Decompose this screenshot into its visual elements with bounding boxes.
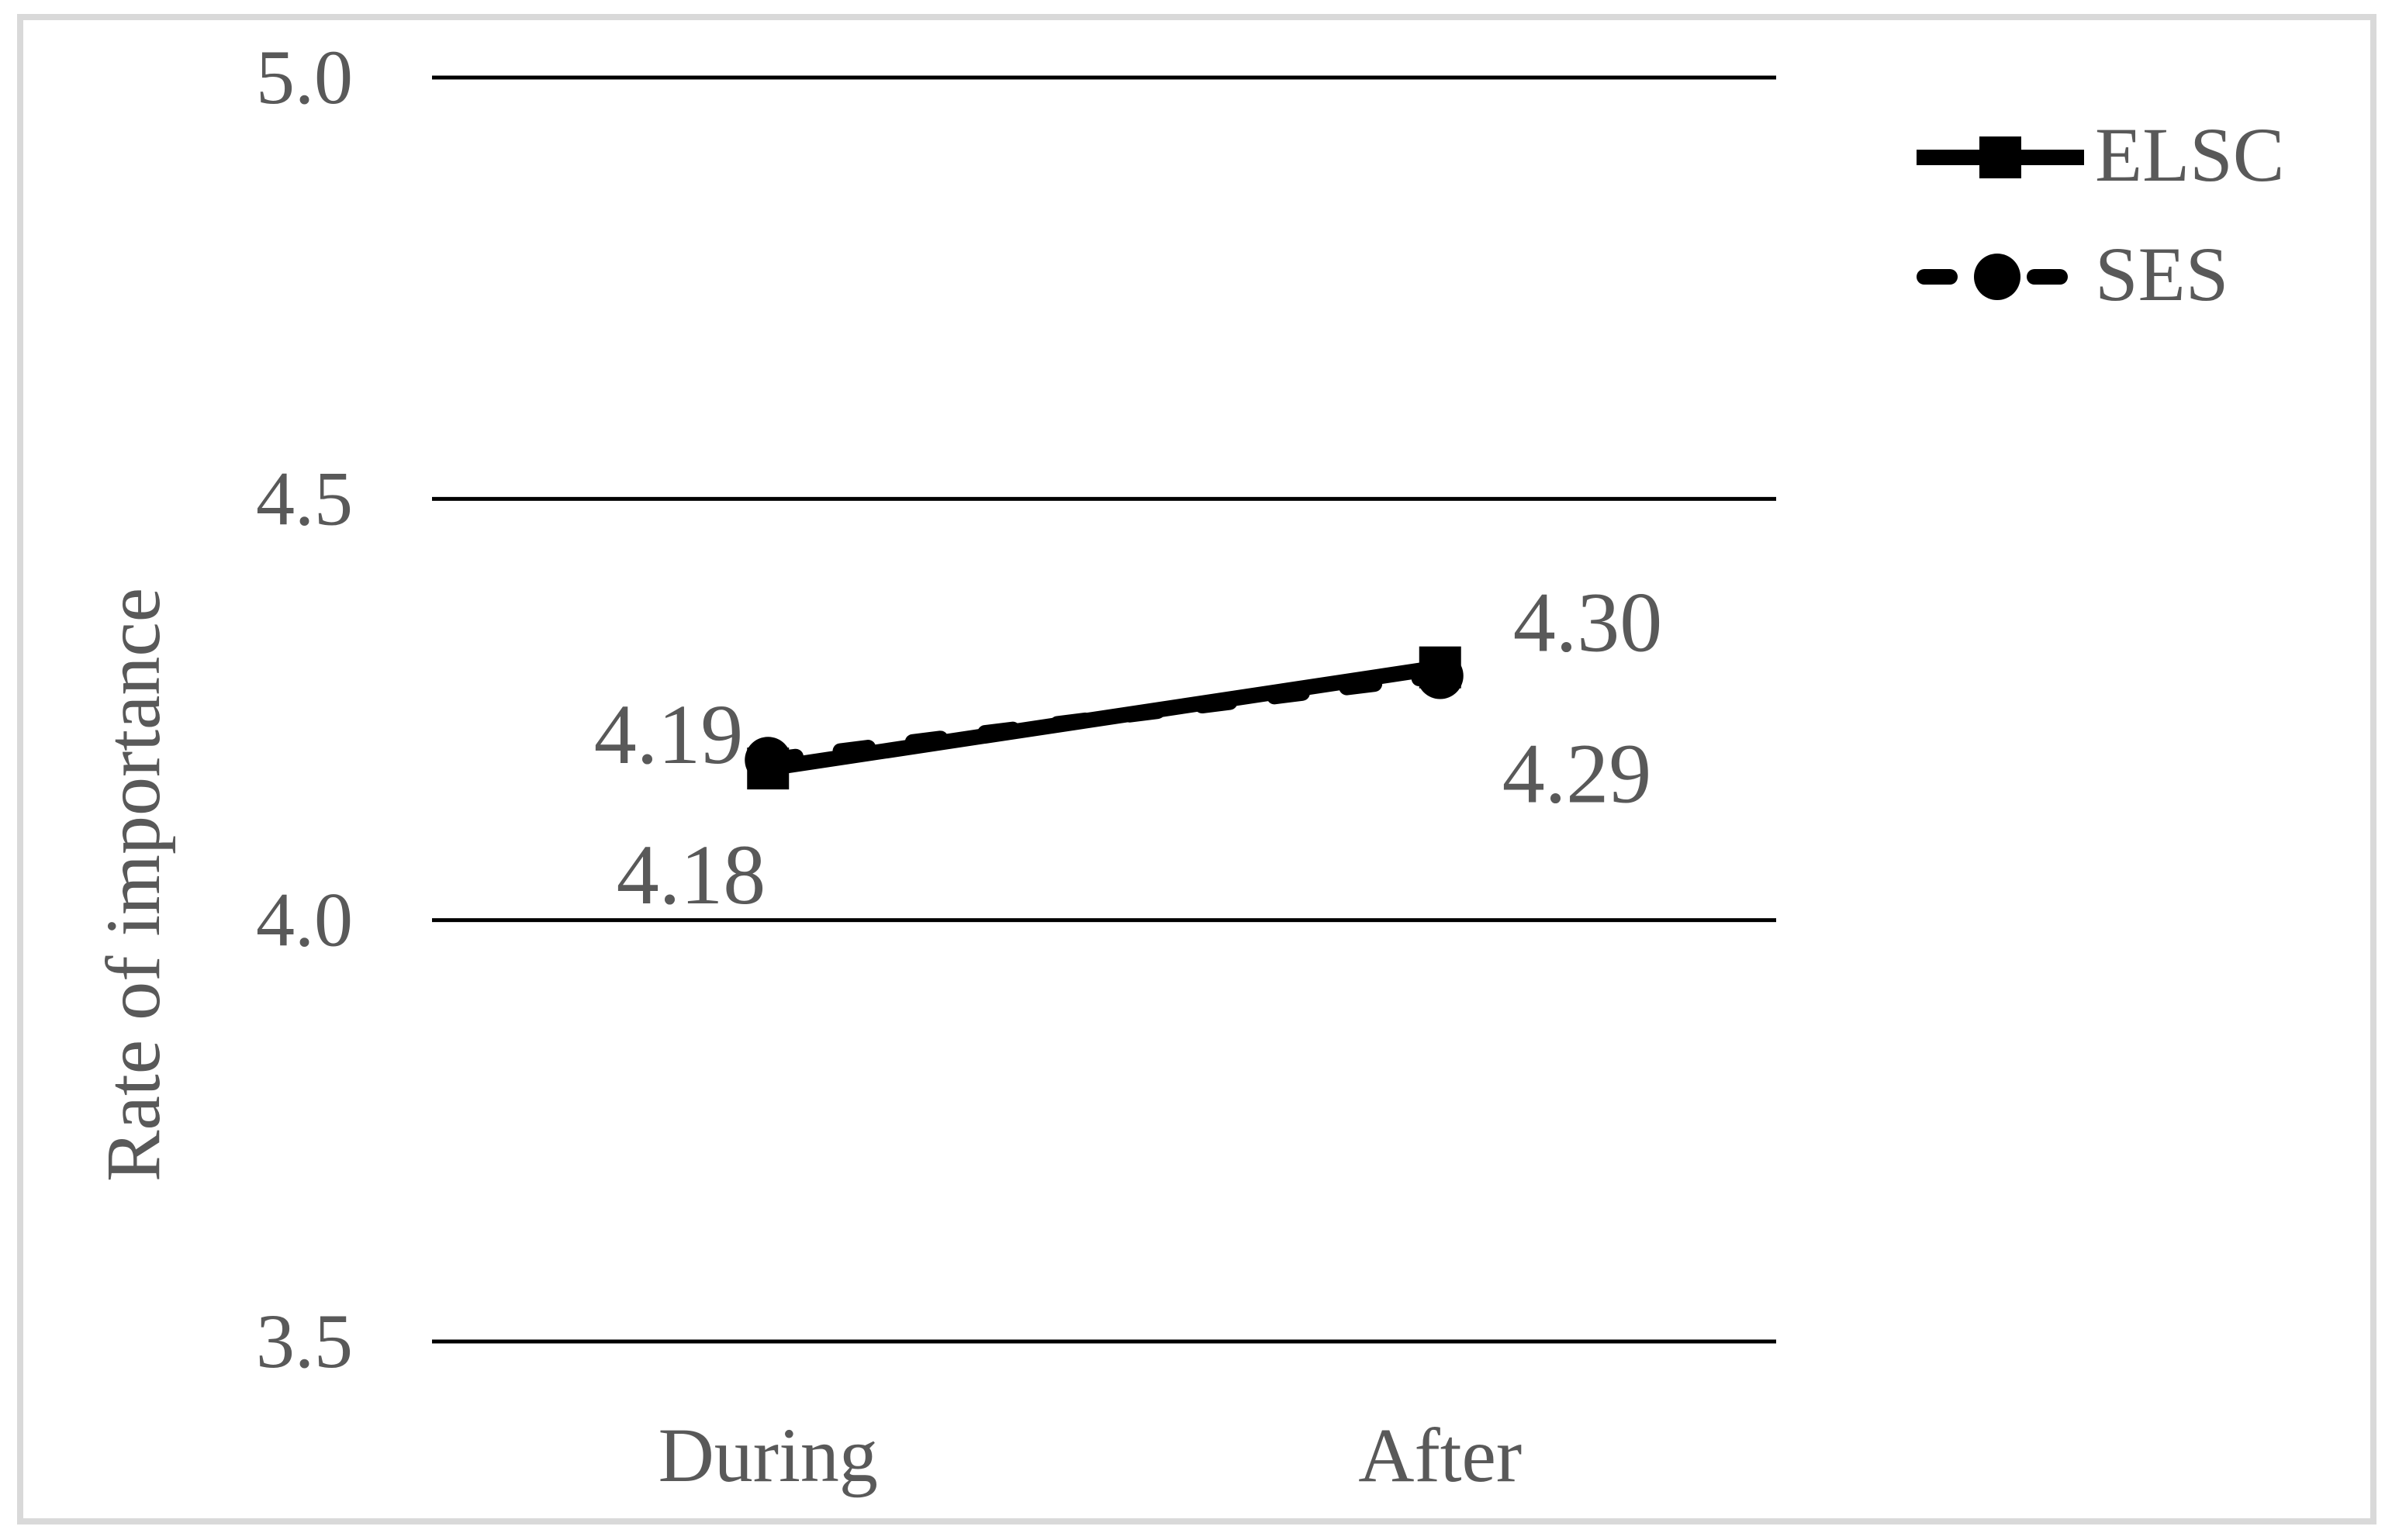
gridlines (432, 75, 1776, 1344)
series-line-elsc (766, 659, 1442, 776)
data-label: 4.19 (594, 687, 744, 782)
x-category-label: After (1358, 1412, 1522, 1498)
series-markers (745, 646, 1464, 790)
series-lines (760, 659, 1448, 776)
legend-entry-ses: SES (1917, 231, 2228, 317)
y-axis-title: Rate of importance (90, 588, 176, 1182)
legend-circle-marker-icon (1974, 254, 2020, 300)
legend-label-elsc: ELSC (2095, 112, 2284, 198)
y-tick-label: 4.5 (256, 455, 353, 541)
legend-entry-elsc: ELSC (1917, 112, 2284, 198)
x-category-label: During (658, 1412, 878, 1498)
y-tick-label: 3.5 (256, 1298, 353, 1384)
legend-square-marker-icon (1979, 136, 2021, 178)
marker-square-elsc (747, 748, 790, 790)
data-label: 4.30 (1513, 575, 1663, 670)
data-label: 4.29 (1502, 727, 1652, 821)
legend-label-ses: SES (2095, 231, 2228, 317)
legend: ELSC SES (1917, 112, 2284, 317)
y-tick-label: 4.0 (256, 877, 353, 963)
y-tick-label: 5.0 (256, 34, 353, 120)
data-label: 4.18 (617, 827, 766, 922)
marker-square-elsc (1419, 646, 1461, 689)
